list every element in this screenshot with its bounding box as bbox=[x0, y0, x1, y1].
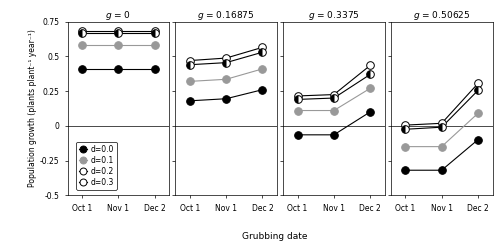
Title: $g$ = 0: $g$ = 0 bbox=[106, 9, 132, 22]
Text: Grubbing date: Grubbing date bbox=[242, 232, 308, 241]
Title: $g$ = 0.50625: $g$ = 0.50625 bbox=[413, 9, 470, 22]
Title: $g$ = 0.3375: $g$ = 0.3375 bbox=[308, 9, 360, 22]
Title: $g$ = 0.16875: $g$ = 0.16875 bbox=[198, 9, 255, 22]
Y-axis label: Population growth (plants plant⁻¹ year⁻¹): Population growth (plants plant⁻¹ year⁻¹… bbox=[28, 29, 37, 187]
Legend: d=0.0, d=0.1, d=0.2, d=0.3: d=0.0, d=0.1, d=0.2, d=0.3 bbox=[76, 142, 116, 190]
